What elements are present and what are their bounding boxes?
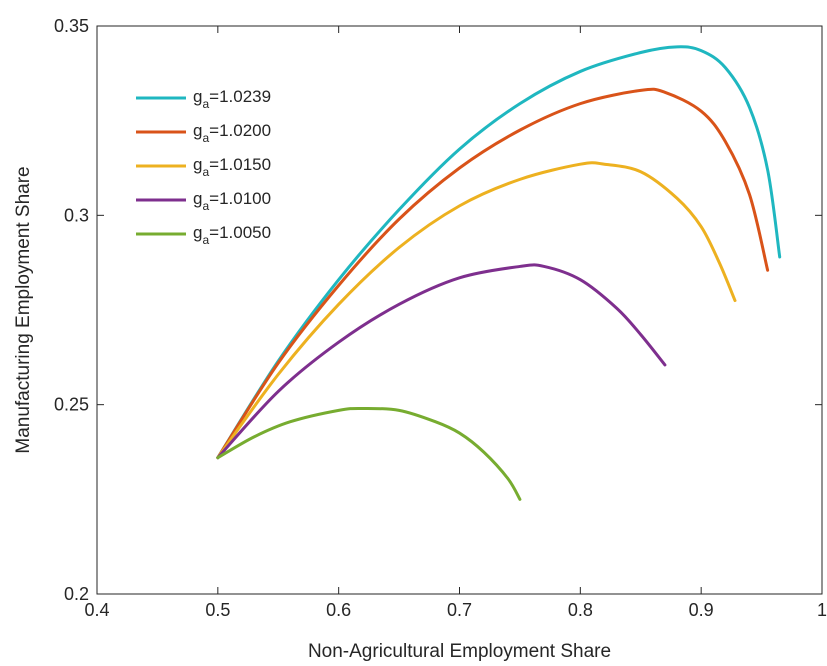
legend-label-2: ga=1.0200 (193, 121, 271, 145)
y-tick-label: 0.35 (54, 16, 89, 36)
series-line-4 (216, 263, 667, 460)
plot-lines (216, 45, 782, 501)
legend-label-4: ga=1.0100 (193, 189, 271, 213)
y-tick-label: 0.25 (54, 395, 89, 415)
legend-label-1: ga=1.0239 (193, 87, 271, 111)
y-tick-label: 0.2 (64, 584, 89, 604)
axis-tick-labels: 0.4 0.5 0.6 0.7 0.8 0.9 1 0.2 0.25 0.3 0.35 (54, 16, 827, 620)
x-tick-label: 0.4 (84, 600, 109, 620)
x-tick-label: 0.7 (447, 600, 472, 620)
x-axis-title: Non-Agricultural Employment Share (308, 641, 611, 662)
x-tick-label: 0.6 (326, 600, 351, 620)
legend-label-5: ga=1.0050 (193, 223, 271, 247)
series-line-1 (216, 45, 782, 460)
series-line-5 (216, 406, 522, 501)
legend: ga=1.0239 ga=1.0200 ga=1.0150 ga=1.0100 ga=1… (136, 87, 271, 247)
x-tick-label: 0.9 (689, 600, 714, 620)
legend-label-3: ga=1.0150 (193, 155, 271, 179)
x-tick-label: 1 (817, 600, 827, 620)
series-line-3 (216, 161, 737, 460)
x-tick-label: 0.8 (568, 600, 593, 620)
y-tick-label: 0.3 (64, 205, 89, 225)
y-axis-title: Manufacturing Employment Share (13, 166, 34, 453)
x-tick-label: 0.5 (205, 600, 230, 620)
axis-ticks (96, 25, 823, 595)
series-line-2 (216, 87, 770, 460)
